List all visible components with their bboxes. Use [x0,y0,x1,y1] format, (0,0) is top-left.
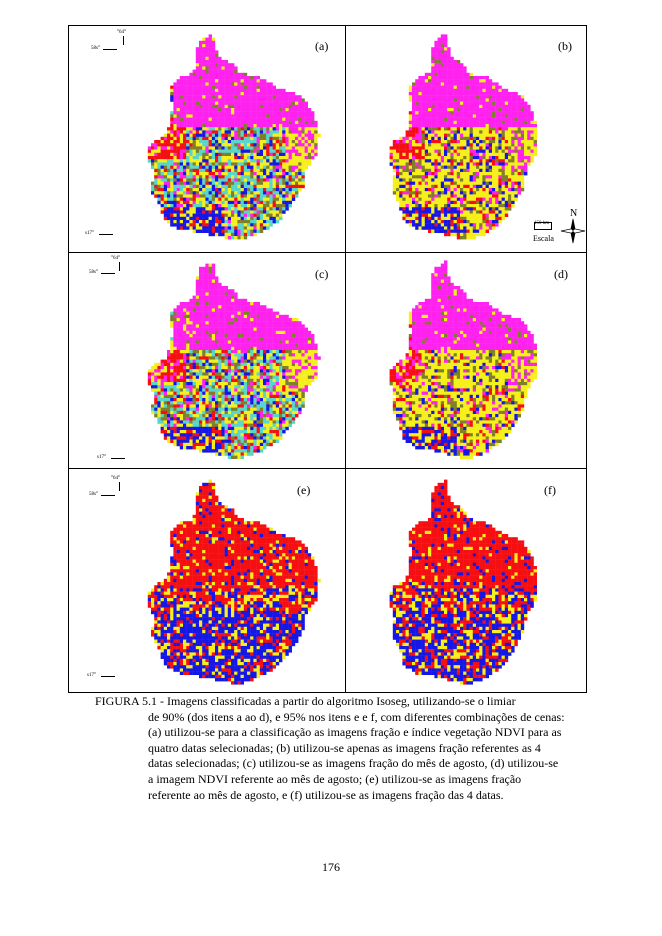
caption-first-line: FIGURA 5.1 - Imagens classificadas a par… [95,694,516,708]
coord-tick [99,234,113,235]
coord-tick [101,273,115,274]
page-number: 176 [322,860,340,874]
compass-rose-icon [560,218,586,244]
coord-tick [101,495,115,496]
coord-bottom-label: s17° [97,455,106,460]
scale-label: Escala [533,234,554,243]
coord-bottom-label: s17° [87,673,96,678]
coord-tick [111,458,125,459]
coord-tick [119,482,120,491]
panel-c: (c) °64° 58s° s17° [71,254,329,476]
classified-maps-figure: (a) °64° 58s° s17° (b) N 150 km Escala (… [68,25,587,693]
coord-lon-label: °64° [117,30,126,35]
map-image-b [389,34,537,240]
coord-lon-label: °64° [111,256,120,261]
coord-tick [123,36,124,45]
panel-label-f: (f) [544,483,556,497]
caption-body: de 90% (dos itens a ao d), e 95% nos ite… [148,709,565,802]
panel-divider-h1 [69,252,586,253]
map-image-a [147,34,321,240]
coord-tick [103,49,117,50]
coord-tick [101,676,115,677]
panel-b: (b) N 150 km Escala [348,28,586,250]
scale-bar-value: 150 km [534,221,550,226]
figure-caption: FIGURA 5.1 - Imagens classificadas a par… [95,694,565,803]
panel-label-a: (a) [315,39,329,53]
map-image-d [389,260,537,459]
panel-f: (f) [348,470,584,692]
north-arrow-label: N [570,208,578,219]
map-image-f [389,479,537,685]
panel-a: (a) °64° 58s° s17° [71,28,329,250]
coord-lat-label: 58s° [91,46,100,51]
panel-label-b: (b) [558,39,572,53]
coord-bottom-label: s17° [85,231,94,236]
panel-d: (d) [348,254,584,476]
coord-lat-label: 58s° [89,492,98,497]
panel-e: (e) °64° 58s° s17° [71,470,329,692]
panel-divider-v [345,26,346,692]
map-image-c [147,263,321,459]
coord-lon-label: °64° [111,476,120,481]
panel-divider-h2 [69,468,586,469]
panel-label-c: (c) [315,267,329,281]
scale-bar [534,222,552,230]
coord-lat-label: 58s° [89,270,98,275]
map-image-e [147,479,321,685]
coord-tick [119,262,120,271]
panel-label-d: (d) [554,267,568,281]
panel-label-e: (e) [297,483,311,497]
